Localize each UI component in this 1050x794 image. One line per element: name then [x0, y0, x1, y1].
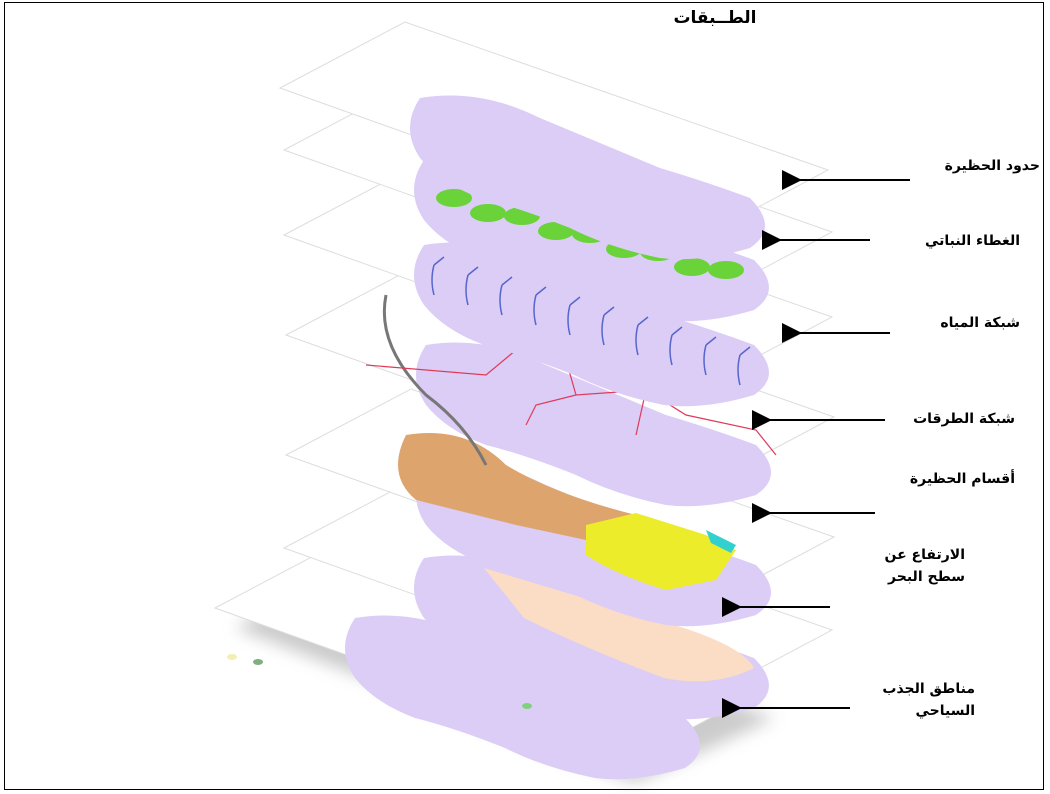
layer-label: شبكة الطرقات: [913, 411, 1015, 427]
attraction: [522, 703, 532, 709]
vegetation: [470, 204, 506, 222]
vegetation: [708, 261, 744, 279]
layer-label: شبكة المياه: [940, 315, 1020, 331]
attraction: [253, 659, 263, 665]
stream: [567, 296, 581, 336]
vegetation: [538, 222, 574, 240]
arrows: [722, 170, 910, 718]
stream: [635, 316, 649, 356]
stream: [533, 286, 547, 326]
frame: [4, 2, 1044, 790]
elevation: [484, 568, 754, 682]
stream: [737, 346, 751, 386]
stream: [703, 336, 717, 376]
title: الطــبقات: [673, 8, 757, 28]
layer: [284, 388, 836, 627]
layer-label: حدود الحظيرة: [944, 158, 1040, 174]
layer-label: الغطاء النباتي: [924, 233, 1020, 249]
layer-label: مناطق الجذب السياحي: [882, 681, 975, 719]
section: [398, 433, 636, 540]
stream: [669, 326, 683, 366]
layer-label: الارتفاع عن سطح البحر: [884, 547, 965, 585]
layer-label: أقسام الحظيرة: [909, 471, 1015, 487]
stream: [601, 306, 615, 346]
attraction: [227, 654, 237, 660]
stream: [499, 276, 513, 316]
layer: [278, 21, 830, 260]
section: [586, 513, 736, 590]
highway: [382, 294, 488, 466]
stream: [465, 266, 479, 306]
layer: [282, 481, 834, 720]
vegetation: [674, 258, 710, 276]
vegetation: [436, 189, 472, 207]
section: [706, 530, 736, 553]
stream: [431, 256, 445, 296]
layers: [213, 21, 836, 783]
